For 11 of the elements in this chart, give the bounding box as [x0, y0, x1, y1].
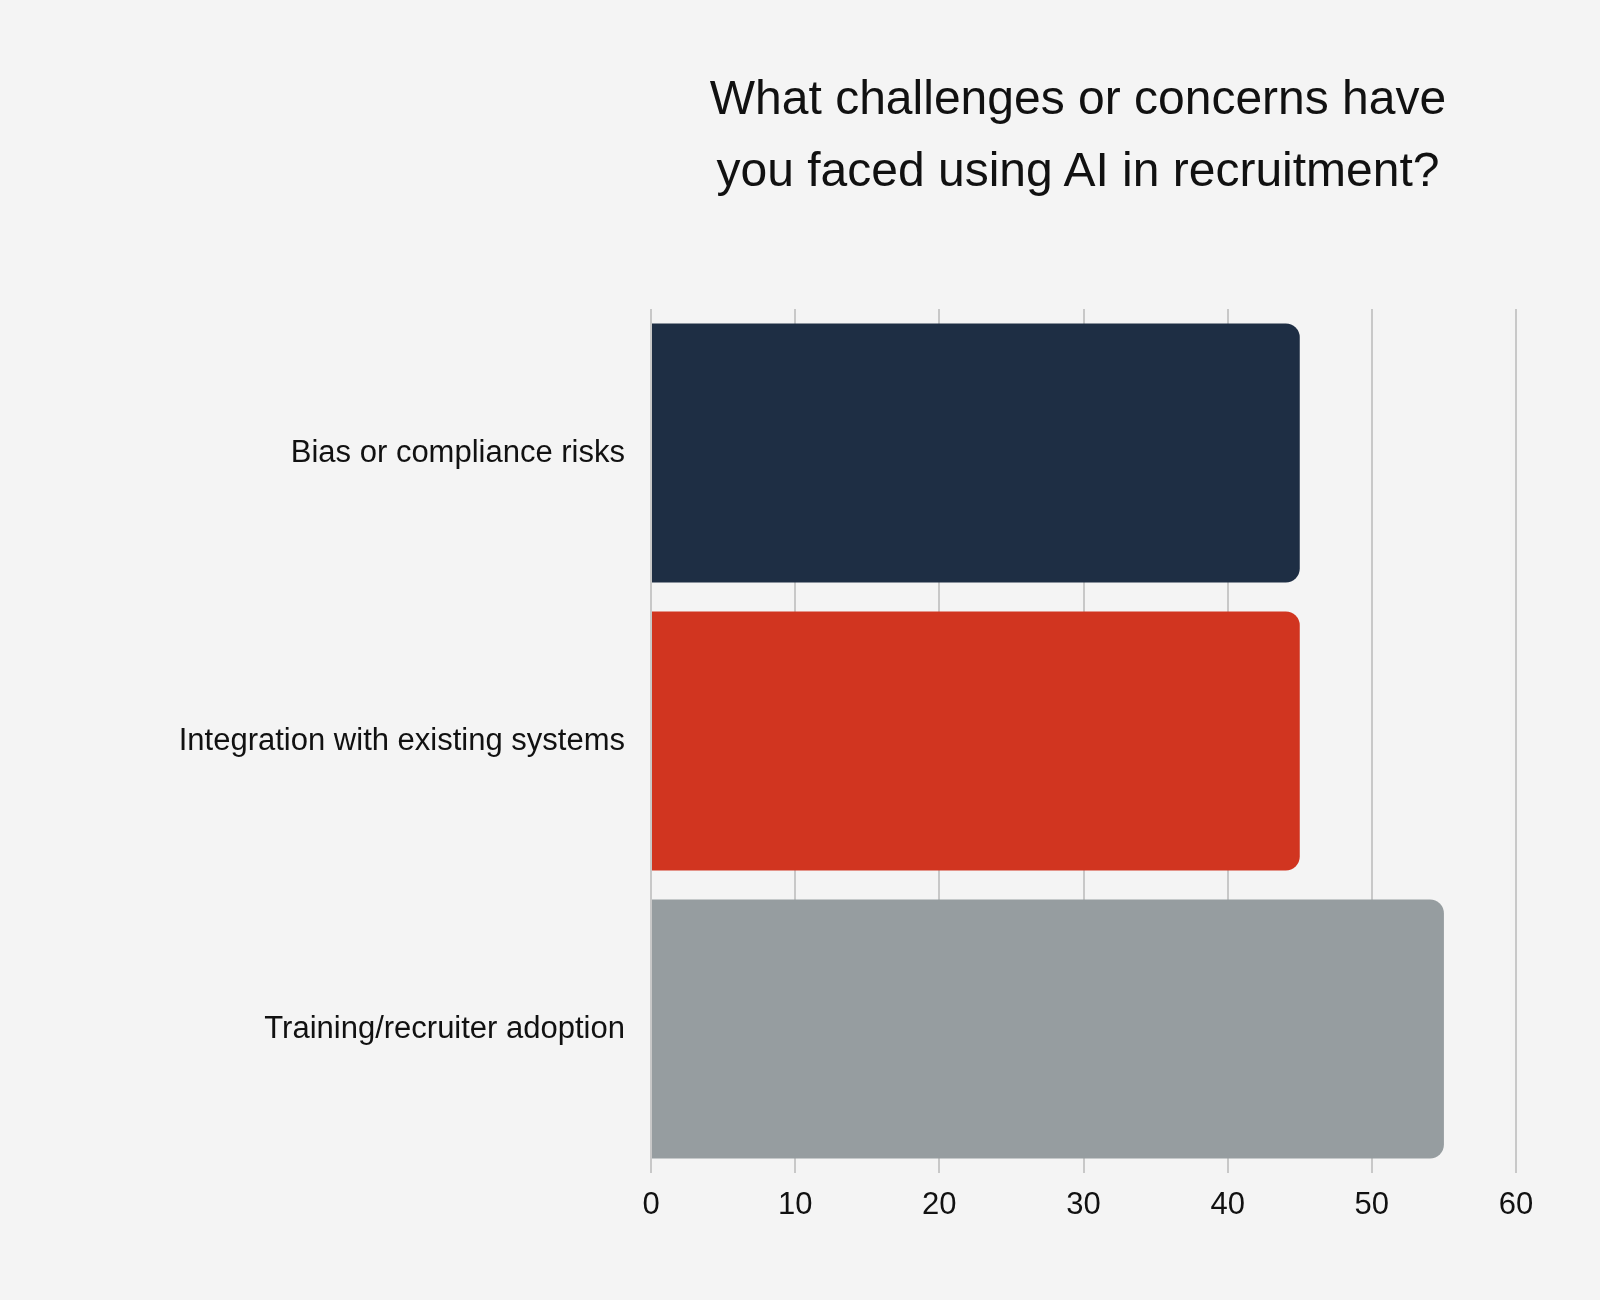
x-tick-label: 60 — [1498, 1186, 1534, 1222]
x-tick-label: 30 — [1066, 1186, 1101, 1222]
y-tick-label: Training/recruiter adoption — [264, 1009, 625, 1045]
chart-title: What challenges or concerns have you faced using AI in recruitment? — [708, 70, 1448, 198]
x-tick-label: 50 — [1354, 1186, 1390, 1222]
x-tick-label: 0 — [642, 1186, 660, 1222]
x-tick-label: 20 — [922, 1186, 957, 1222]
y-tick-label: Bias or compliance risks — [290, 433, 625, 469]
y-tick-label: Integration with existing systems — [178, 721, 625, 757]
x-tick-label: 40 — [1210, 1186, 1245, 1222]
x-tick-label: 10 — [777, 1186, 813, 1222]
